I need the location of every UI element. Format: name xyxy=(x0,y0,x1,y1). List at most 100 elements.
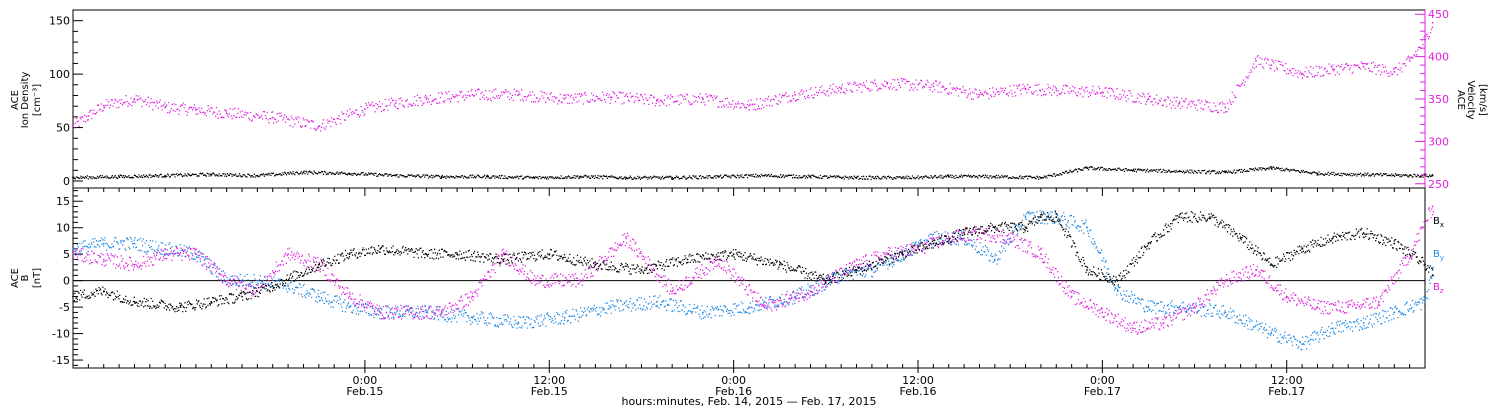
bottom-left-ticks: -15 -10 -5 0 5 10 15 xyxy=(52,190,83,367)
bz-point xyxy=(195,253,197,256)
time-tick-date: Feb.16 xyxy=(715,385,752,398)
by-point xyxy=(348,306,351,309)
time-tick-label: 12:00 xyxy=(902,374,934,387)
bz-points xyxy=(73,207,1434,335)
bz-point xyxy=(72,253,74,256)
velocity-label-line3: [km/s] xyxy=(1477,84,1488,116)
bx-point xyxy=(640,269,643,271)
velocity-label: ACE Velocity [km/s] xyxy=(1455,80,1488,119)
by-point xyxy=(72,247,74,250)
bottom-series xyxy=(72,205,1434,351)
bx-series xyxy=(72,211,1434,313)
legend-text: B xyxy=(1433,282,1440,293)
bx-point xyxy=(901,253,904,256)
density-point xyxy=(440,175,443,178)
bz-point xyxy=(886,253,889,256)
velocity-point xyxy=(394,102,397,105)
velocity-point xyxy=(1331,68,1334,71)
legend-bx: Bx xyxy=(1433,216,1444,229)
bz-point xyxy=(1193,306,1196,309)
legend-sub: z xyxy=(1440,287,1444,295)
velocity-point xyxy=(164,106,167,109)
bz-point xyxy=(164,253,167,256)
density-point xyxy=(855,176,858,179)
velocity-point xyxy=(1147,98,1150,100)
bx-point xyxy=(1147,242,1150,245)
bx-point xyxy=(963,232,965,234)
velocity-point xyxy=(1270,64,1273,66)
time-tick-label: 0:00 xyxy=(1090,374,1115,387)
velocity-point xyxy=(364,108,366,111)
time-ticks: 0:00Feb.1512:00Feb.150:00Feb.1612:00Feb.… xyxy=(72,188,1426,398)
velocity-point xyxy=(317,125,320,128)
velocity-point xyxy=(102,104,105,107)
top-series xyxy=(72,21,1434,181)
bz-point xyxy=(533,279,535,282)
b-field-label-line1: ACE xyxy=(10,268,21,288)
bx-point xyxy=(1362,232,1365,234)
density-point xyxy=(486,175,489,178)
velocity-point xyxy=(195,109,197,111)
velocity-tick-label: 300 xyxy=(1428,135,1449,148)
bz-point xyxy=(471,295,474,298)
bx-point xyxy=(348,253,351,256)
ion-density-label-line2: Ion Density xyxy=(20,72,31,129)
density-point xyxy=(763,174,766,177)
time-tick-date: Feb.17 xyxy=(1084,385,1121,398)
b-tick-label: 10 xyxy=(56,222,70,235)
bx-point xyxy=(456,253,458,256)
bx-point xyxy=(1331,237,1334,240)
density-point xyxy=(717,175,720,178)
ion-density-label-line1: ACE xyxy=(10,90,21,110)
bx-point xyxy=(778,263,781,266)
bz-point xyxy=(917,247,919,250)
bz-point xyxy=(1431,205,1434,208)
density-series xyxy=(72,166,1434,181)
bz-point xyxy=(410,311,412,314)
by-point xyxy=(317,295,320,298)
density-point xyxy=(164,174,167,177)
density-tick-label: 0 xyxy=(63,175,70,188)
bz-point xyxy=(855,263,858,266)
velocity-point xyxy=(1408,59,1411,62)
b-tick-label: -5 xyxy=(59,301,70,314)
legend-text: B xyxy=(1433,216,1440,227)
density-point xyxy=(1178,170,1181,173)
legend-sub: y xyxy=(1440,254,1444,262)
bx-point xyxy=(686,258,689,261)
time-tick-date: Feb.15 xyxy=(346,385,383,398)
density-point xyxy=(348,172,351,175)
velocity-point xyxy=(655,99,658,102)
bx-point xyxy=(425,253,428,256)
bz-point xyxy=(1040,253,1042,256)
by-point xyxy=(133,242,136,245)
by-point xyxy=(1424,300,1426,303)
density-point xyxy=(118,175,120,178)
by-point xyxy=(1362,322,1365,324)
density-point xyxy=(210,173,213,176)
by-point xyxy=(1178,306,1181,309)
by-point xyxy=(1116,290,1119,293)
velocity-point xyxy=(563,98,566,100)
time-tick-label: 0:00 xyxy=(353,374,378,387)
time-tick-date: Feb.17 xyxy=(1268,385,1305,398)
velocity-point xyxy=(1431,21,1434,24)
by-point xyxy=(425,311,428,314)
velocity-point xyxy=(1178,102,1181,105)
bz-point xyxy=(1255,269,1257,271)
by-point xyxy=(287,285,289,287)
bx-point xyxy=(1024,226,1027,229)
bz-point xyxy=(133,263,136,266)
bx-point xyxy=(133,300,136,303)
time-tick-label: 12:00 xyxy=(533,374,565,387)
bx-point xyxy=(179,306,182,309)
velocity-point xyxy=(1024,87,1027,90)
velocity-point xyxy=(978,93,981,96)
velocity-point xyxy=(1424,38,1426,41)
velocity-point xyxy=(794,93,796,96)
by-point xyxy=(655,300,658,303)
velocity-series xyxy=(72,21,1434,132)
ion-density-label: ACE Ion Density [cm⁻³] xyxy=(10,72,43,129)
